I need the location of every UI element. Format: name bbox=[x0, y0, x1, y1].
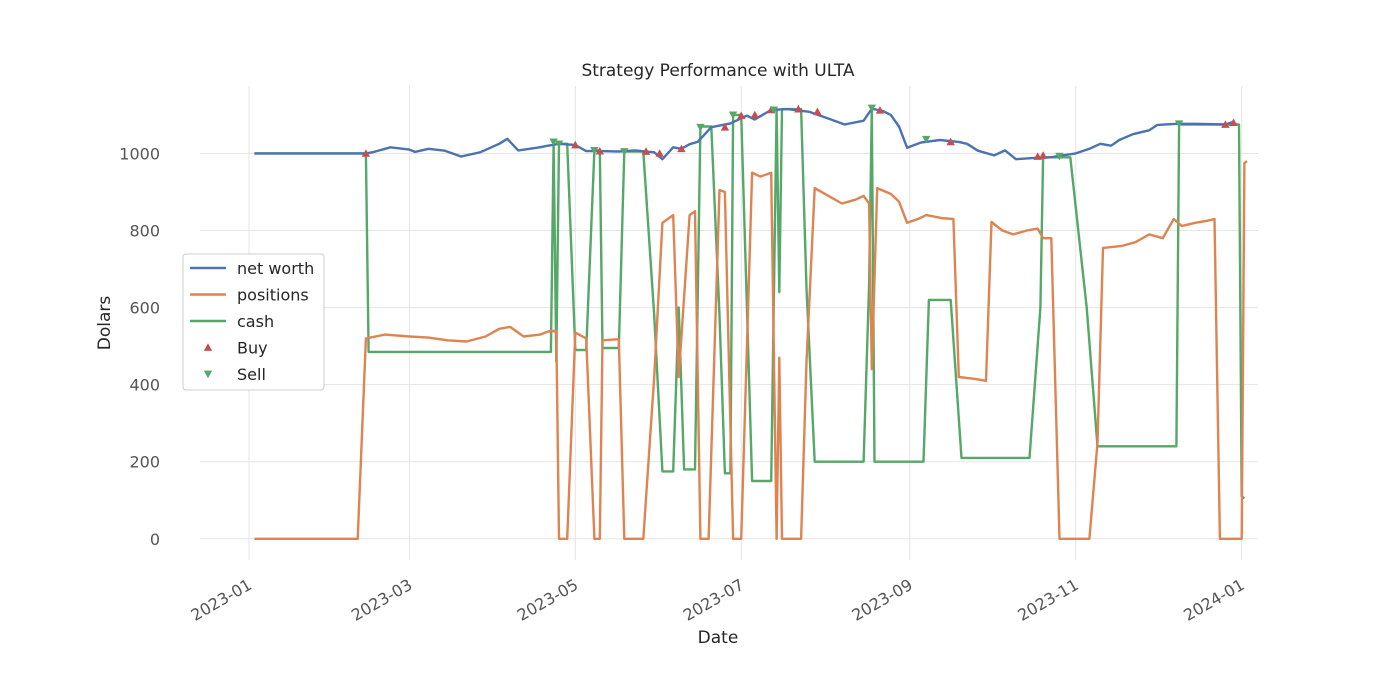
x-axis-ticks: 2023-01 2023-03 2023-05 2023-07 2023-09 2023-… bbox=[188, 575, 1248, 625]
legend-swatch-buy bbox=[203, 343, 213, 351]
sell-marker-5 bbox=[728, 111, 738, 120]
y-tick-label-4: 800 bbox=[129, 222, 160, 241]
legend-label-buy: Buy bbox=[237, 339, 268, 358]
x-tick-label-1: 2023-03 bbox=[348, 575, 415, 625]
trade-markers bbox=[361, 104, 1238, 161]
buy-marker-12 bbox=[875, 106, 885, 114]
x-tick-label-4: 2023-09 bbox=[848, 575, 915, 625]
buy-marker-15 bbox=[1038, 151, 1048, 159]
y-tick-label-5: 1000 bbox=[119, 144, 160, 163]
y-tick-label-1: 200 bbox=[129, 453, 160, 472]
sell-marker-7 bbox=[867, 104, 876, 113]
sell-marker-4 bbox=[696, 123, 705, 132]
series-line-net-worth bbox=[254, 107, 1234, 161]
buy-marker-2 bbox=[595, 146, 605, 155]
buy-marker-8 bbox=[750, 110, 760, 119]
sell-marker-9 bbox=[1055, 152, 1064, 161]
y-tick-label-3: 600 bbox=[129, 299, 160, 318]
sell-marker-1 bbox=[554, 140, 564, 149]
y-axis-ticks: 0 200 400 600 800 1000 bbox=[119, 144, 160, 548]
buy-marker-16 bbox=[1221, 120, 1230, 128]
legend-label-cash: cash bbox=[237, 312, 274, 331]
series-line-positions bbox=[254, 160, 1248, 540]
legend-label-positions: positions bbox=[237, 286, 309, 305]
series-lines bbox=[254, 107, 1248, 540]
sell-marker-6 bbox=[769, 106, 779, 115]
buy-marker-10 bbox=[794, 104, 803, 113]
sell-marker-3 bbox=[620, 148, 629, 156]
legend-swatch-sell bbox=[203, 370, 213, 379]
x-tick-label-6: 2024-01 bbox=[1180, 575, 1247, 625]
buy-marker-1 bbox=[571, 140, 580, 149]
sell-marker-0 bbox=[549, 138, 558, 147]
x-tick-label-5: 2023-11 bbox=[1014, 575, 1081, 625]
y-tick-label-0: 0 bbox=[150, 530, 160, 549]
buy-marker-7 bbox=[737, 111, 746, 120]
buy-marker-5 bbox=[677, 144, 686, 153]
buy-marker-11 bbox=[813, 107, 822, 116]
buy-marker-3 bbox=[641, 147, 651, 155]
y-tick-label-2: 400 bbox=[129, 376, 160, 395]
sell-marker-2 bbox=[590, 146, 599, 155]
x-axis-label: Date bbox=[698, 628, 739, 648]
buy-marker-13 bbox=[946, 137, 955, 146]
legend-label-sell: Sell bbox=[237, 365, 266, 384]
x-tick-label-2: 2023-05 bbox=[514, 575, 581, 625]
buy-marker-4 bbox=[655, 149, 664, 157]
sell-marker-8 bbox=[921, 135, 931, 144]
buy-marker-0 bbox=[361, 149, 371, 157]
y-axis-label: Dolars bbox=[95, 296, 115, 351]
x-tick-label-0: 2023-01 bbox=[188, 575, 255, 625]
x-tick-label-3: 2023-07 bbox=[680, 575, 747, 625]
legend-label-net-worth: net worth bbox=[237, 259, 314, 278]
legend-box bbox=[182, 253, 325, 391]
buy-marker-17 bbox=[1229, 118, 1238, 126]
sell-marker-10 bbox=[1174, 120, 1184, 128]
legend: net worth positions cash Buy Sell bbox=[182, 253, 325, 391]
buy-marker-6 bbox=[720, 123, 730, 131]
chart-title: Strategy Performance with ULTA bbox=[581, 61, 854, 81]
series-line-cash bbox=[254, 107, 1246, 500]
